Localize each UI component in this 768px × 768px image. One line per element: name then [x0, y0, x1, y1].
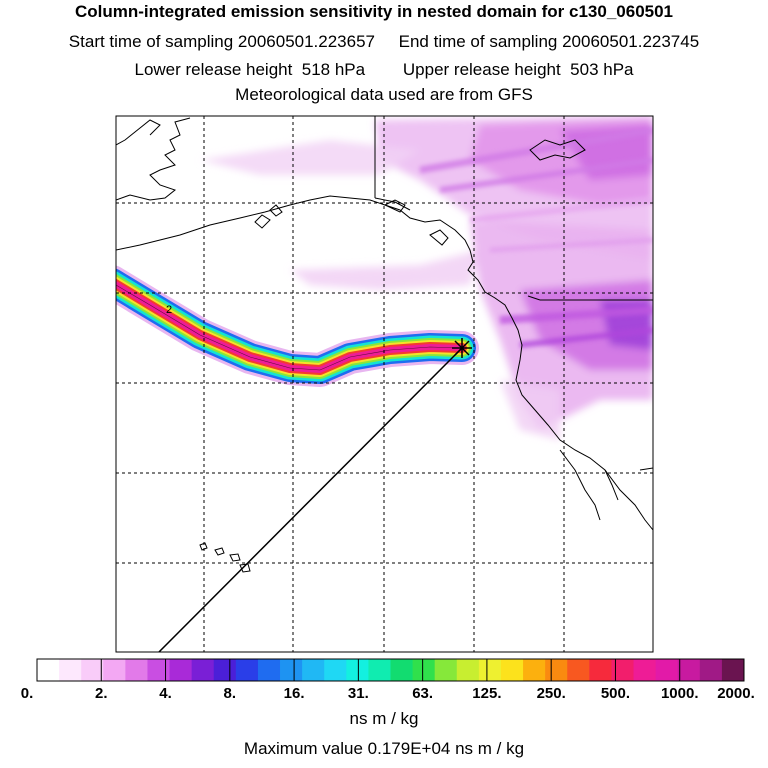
colorbar-swatch: [589, 659, 612, 681]
colorbar-tick-label: 1000.: [661, 685, 699, 702]
colorbar-swatch: [81, 659, 104, 681]
colorbar-frame: [36, 658, 745, 682]
emission-plume: [116, 265, 479, 387]
great-circle-line: [157, 347, 463, 652]
colorbar-swatch: [456, 659, 480, 681]
colorbar-swatch: [191, 659, 215, 681]
colorbar-swatch: [368, 659, 391, 681]
trajectory-line: [116, 284, 463, 371]
release-point-marker: [452, 338, 472, 358]
colorbar-swatch: [677, 659, 701, 681]
colorbar-swatch: [633, 659, 657, 681]
colorbar-swatch: [523, 659, 546, 681]
map-title: Column-integrated emission sensitivity i…: [74, 2, 674, 21]
colorbar-tick-labels: 0. 2. 4. 8. 16. 31. 63. 125. 250. 500. 1000. 2000.: [21, 659, 755, 702]
colorbar-swatch: [169, 659, 193, 681]
map-frame: [115, 115, 654, 653]
colorbar-swatch: [545, 659, 568, 681]
coastlines: [116, 117, 653, 573]
colorbar-swatch: [567, 659, 590, 681]
release-heights: Lower release height 518 hPa Upper relea…: [134, 60, 634, 79]
colorbar-swatch: [346, 659, 369, 681]
maximum-value-label: Maximum value 0.179E+04 ns m / kg: [243, 739, 525, 758]
colorbar-tick-label: 125.: [472, 685, 501, 702]
colorbar-swatch: [235, 659, 259, 681]
colorbar-swatch: [59, 659, 82, 681]
lat-lon-grid: [116, 116, 653, 652]
colorbar-unit-label: ns m / kg: [349, 709, 419, 728]
colorbar-swatch: [324, 659, 347, 681]
colorbar-swatch: [257, 659, 281, 681]
colorbar-swatch: [103, 659, 126, 681]
colorbar-swatch: [434, 659, 458, 681]
sampling-times: Start time of sampling 20060501.223657 E…: [68, 32, 700, 51]
colorbar-tick-label: 500.: [601, 685, 630, 702]
colorbar-swatch: [302, 659, 325, 681]
colorbar-swatch: [699, 659, 723, 681]
colorbar-tick-label: 0.: [21, 685, 34, 702]
colorbar-swatch: [611, 659, 635, 681]
colorbar-tick-label: 31.: [348, 685, 369, 702]
colorbar-swatch: [213, 659, 237, 681]
political-boundaries: [374, 116, 653, 471]
colorbar-swatch: [500, 659, 524, 681]
colorbar-tick-label: 16.: [284, 685, 305, 702]
sensitivity-field: [200, 116, 653, 440]
colorbar-tick-label: 8.: [224, 685, 237, 702]
colorbar-tick-label: 2.: [95, 685, 108, 702]
colorbar-tick-label: 63.: [412, 685, 433, 702]
map-panel: 2: [116, 116, 653, 652]
colorbar-tick-label: 250.: [537, 685, 566, 702]
colorbar-swatch: [147, 659, 171, 681]
colorbar-swatch: [721, 659, 745, 681]
colorbar-swatch: [478, 659, 502, 681]
colorbar-swatch: [655, 659, 679, 681]
trajectory-label: 2: [166, 304, 172, 316]
colorbar-tick-label: 4.: [159, 685, 172, 702]
colorbar-tick-label: 2000.: [717, 685, 755, 702]
colorbar-swatch: [125, 659, 148, 681]
met-data-source: Meteorological data used are from GFS: [235, 85, 533, 104]
colorbar-swatch: [37, 659, 60, 681]
colorbar-swatch: [412, 659, 436, 681]
colorbar-swatch: [280, 659, 303, 681]
colorbar: [36, 658, 745, 682]
colorbar-swatch: [390, 659, 414, 681]
